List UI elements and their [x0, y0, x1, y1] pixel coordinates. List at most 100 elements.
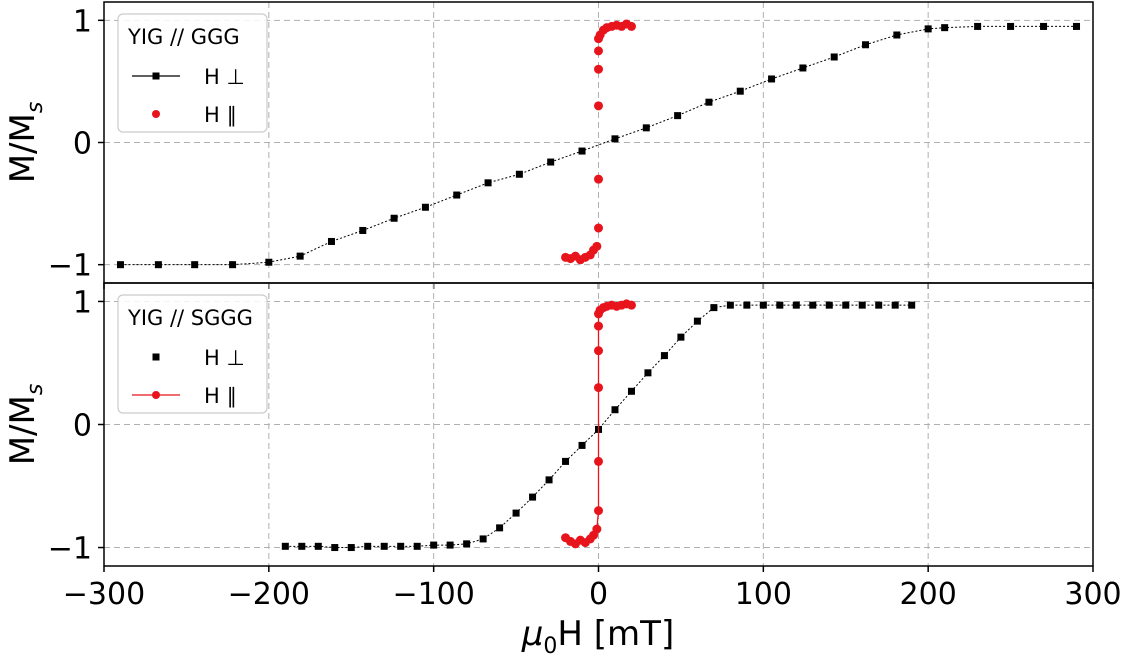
data-point — [594, 456, 603, 466]
data-point — [298, 542, 306, 550]
data-point — [1040, 22, 1048, 30]
data-point — [611, 406, 619, 414]
data-point — [594, 383, 603, 393]
data-point — [512, 509, 520, 517]
data-point — [792, 301, 800, 309]
data-point — [296, 252, 304, 260]
y-tick-label: 1 — [73, 4, 92, 39]
data-point — [578, 441, 586, 449]
data-point — [627, 387, 635, 395]
data-point — [594, 101, 603, 111]
series-h-parallel — [561, 19, 636, 265]
data-point — [529, 493, 537, 501]
series-h-perp — [116, 22, 1081, 269]
data-point — [547, 158, 555, 166]
series-line — [285, 304, 912, 549]
data-point — [626, 21, 636, 31]
legend-entry-label: H ⊥ — [204, 65, 245, 89]
data-point — [479, 535, 487, 543]
data-point — [594, 321, 603, 331]
data-point — [430, 541, 438, 549]
y-tick-label: −1 — [48, 249, 92, 284]
data-point — [1073, 22, 1081, 30]
data-point — [1007, 22, 1015, 30]
data-point — [891, 301, 899, 309]
series-h-perp — [281, 301, 916, 552]
data-point — [496, 524, 504, 532]
data-point — [644, 369, 652, 377]
data-point — [265, 258, 273, 266]
data-point — [858, 301, 866, 309]
x-tick-label: 100 — [735, 577, 792, 612]
legend-box — [117, 294, 268, 414]
data-point — [594, 46, 603, 56]
legend: YIG // GGG H ⊥ H ∥ — [117, 13, 268, 133]
x-tick-label: −100 — [392, 577, 474, 612]
x-tick-label: 0 — [589, 577, 608, 612]
legend-entry-label: H ∥ — [204, 103, 237, 127]
data-point — [364, 542, 372, 550]
data-point — [154, 261, 162, 269]
data-point — [545, 476, 553, 484]
data-point — [116, 261, 124, 269]
data-point — [446, 541, 454, 549]
series-h-parallel — [561, 299, 636, 549]
data-point — [693, 317, 701, 325]
data-point — [825, 301, 833, 309]
data-point — [421, 203, 429, 211]
data-point — [578, 147, 586, 155]
legend-entry-label: H ⊥ — [204, 346, 245, 370]
y-tick-label: −1 — [48, 532, 92, 567]
data-point — [390, 214, 398, 222]
y-tick-label: 0 — [73, 127, 92, 162]
x-tick-label: −300 — [63, 577, 145, 612]
bottom-panel: −300 −200 −100 0 100 200 300 −1 0 1 M/Ms YIG // SGG… — [3, 282, 1122, 612]
x-axis-label-group: μ0H [mT] — [521, 614, 674, 656]
data-point — [592, 241, 602, 251]
legend-marker — [152, 391, 160, 399]
data-point — [359, 226, 367, 234]
data-point — [726, 301, 734, 309]
data-point — [893, 31, 901, 39]
data-point — [809, 301, 817, 309]
data-point — [941, 24, 949, 32]
data-point — [484, 179, 492, 187]
data-point — [314, 542, 322, 550]
data-point — [331, 544, 339, 552]
y-tick-label: 0 — [73, 409, 92, 444]
x-tick-label: 200 — [900, 577, 957, 612]
data-point — [515, 170, 523, 178]
data-point — [642, 124, 650, 132]
data-point — [397, 542, 405, 550]
data-point — [830, 53, 838, 61]
data-point — [924, 25, 932, 33]
legend-marker — [152, 72, 160, 80]
data-point — [380, 542, 388, 550]
data-point — [768, 75, 776, 83]
data-point — [281, 542, 289, 550]
data-point — [191, 261, 199, 269]
data-point — [413, 542, 421, 550]
legend-marker — [152, 110, 160, 118]
top-panel: −1 0 1 M/Ms YIG // GGG H ⊥ H ∥ — [3, 1, 1094, 289]
data-point — [875, 301, 883, 309]
data-point — [743, 301, 751, 309]
legend-title: YIG // SGGG — [127, 306, 253, 330]
data-point — [974, 22, 982, 30]
data-point — [660, 352, 668, 360]
data-point — [908, 301, 916, 309]
legend-marker — [152, 353, 160, 361]
legend-title: YIG // GGG — [127, 25, 240, 49]
data-point — [594, 346, 603, 356]
data-point — [705, 98, 713, 106]
data-point — [229, 261, 237, 269]
data-point — [842, 301, 850, 309]
data-point — [594, 223, 603, 233]
data-point — [736, 87, 744, 95]
x-tick-label: −200 — [228, 577, 310, 612]
data-point — [862, 41, 870, 49]
data-point — [677, 333, 685, 341]
data-point — [626, 300, 636, 310]
data-point — [611, 135, 619, 143]
